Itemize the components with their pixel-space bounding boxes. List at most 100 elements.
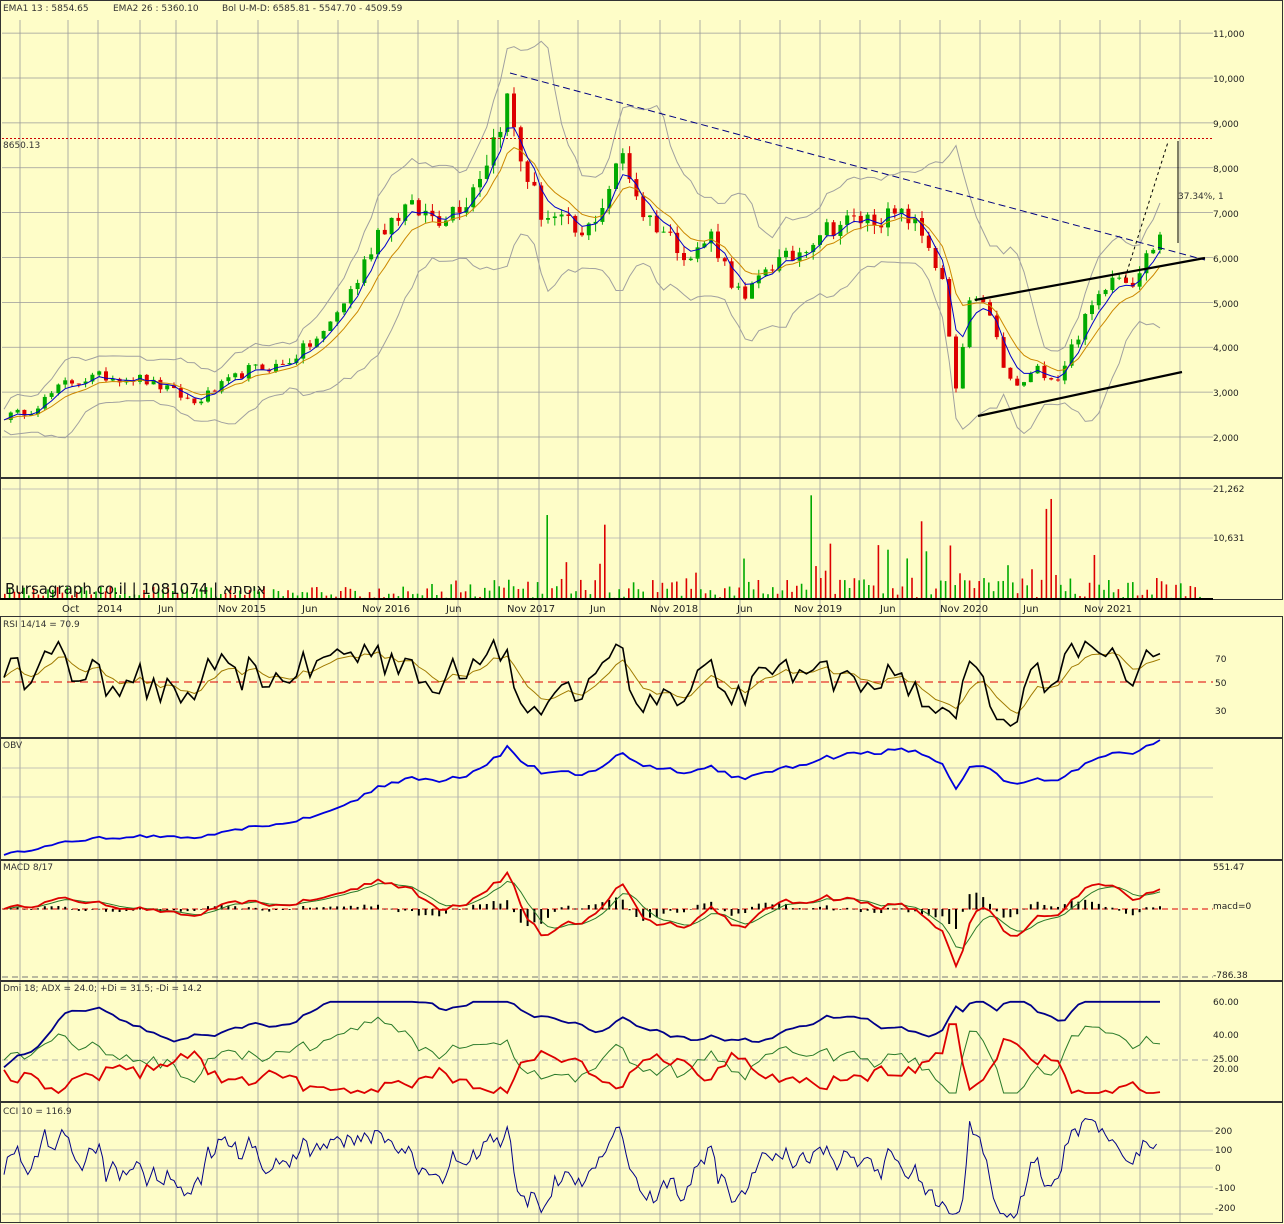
volume-bar bbox=[56, 587, 59, 598]
candle-body bbox=[994, 315, 999, 338]
candle-body bbox=[546, 218, 550, 220]
volume-bar bbox=[930, 594, 932, 598]
volume-bar bbox=[1127, 582, 1129, 598]
volume-bar bbox=[632, 582, 635, 598]
volume-bar bbox=[95, 591, 97, 598]
price-tick: 2,000 bbox=[1213, 434, 1239, 444]
macd-histogram-bar bbox=[98, 908, 101, 910]
macd-histogram-bar bbox=[941, 909, 944, 917]
macd-histogram-bar bbox=[676, 909, 679, 913]
macd-histogram-bar bbox=[295, 908, 298, 910]
volume-bar bbox=[584, 590, 587, 598]
candle-body bbox=[940, 268, 945, 280]
macd-histogram-bar bbox=[193, 909, 196, 912]
volume-bar bbox=[704, 593, 707, 598]
candle-body bbox=[260, 364, 265, 370]
macd-histogram-bar bbox=[608, 899, 611, 910]
volume-bar bbox=[517, 589, 520, 598]
volume-bar bbox=[810, 495, 812, 598]
volume-bar bbox=[968, 580, 971, 598]
volume-bar bbox=[176, 593, 179, 598]
volume-bar bbox=[479, 596, 481, 598]
candle-body bbox=[246, 365, 251, 379]
volume-bar bbox=[119, 595, 121, 598]
volume-bar bbox=[834, 593, 836, 598]
volume-bar bbox=[728, 586, 731, 598]
candle-body bbox=[178, 388, 183, 398]
volume-bar bbox=[455, 580, 457, 598]
macd-histogram-bar bbox=[594, 904, 597, 910]
volume-bar bbox=[1069, 578, 1072, 598]
candle-body bbox=[464, 207, 469, 213]
macd-histogram-bar bbox=[1131, 909, 1134, 916]
panel-border bbox=[0, 981, 1283, 1102]
price-tick: 10,000 bbox=[1213, 75, 1245, 85]
candle-body bbox=[852, 215, 856, 217]
macd-histogram-bar bbox=[234, 906, 237, 910]
trendline-downtrend bbox=[509, 72, 1206, 261]
volume-bar bbox=[1136, 595, 1139, 598]
macd-histogram-bar bbox=[186, 909, 189, 912]
candle-body bbox=[1076, 339, 1081, 345]
price-tick: 5,000 bbox=[1213, 300, 1239, 310]
macd-histogram-bar bbox=[9, 907, 12, 910]
panel-border bbox=[0, 0, 1283, 478]
macd-histogram-bar bbox=[567, 905, 570, 910]
rsi-title: RSI 14/14 = 70.9 bbox=[3, 620, 80, 630]
candle-body bbox=[620, 153, 625, 164]
price-tick: 7,000 bbox=[1213, 210, 1239, 220]
volume-bar bbox=[964, 580, 966, 598]
volume-bar bbox=[508, 579, 510, 598]
ema1-line bbox=[3, 127, 1161, 421]
volume-bar bbox=[599, 563, 601, 598]
volume-tick: 10,631 bbox=[1213, 534, 1245, 544]
volume-bar bbox=[1002, 580, 1004, 598]
volume-bar bbox=[872, 585, 875, 598]
volume-bar bbox=[133, 594, 136, 598]
dmi-minus-line bbox=[3, 1023, 1161, 1095]
volume-bar bbox=[560, 578, 563, 598]
macd-histogram-bar bbox=[281, 909, 284, 910]
candle-body bbox=[280, 363, 285, 365]
candle-body bbox=[240, 373, 244, 379]
price-series bbox=[2, 40, 1213, 439]
change-label: 37.34%, 1 bbox=[1178, 192, 1224, 202]
candle-body bbox=[933, 247, 938, 269]
macd-histogram-bar bbox=[907, 909, 910, 913]
macd-histogram-bar bbox=[880, 909, 883, 914]
candle-body bbox=[716, 231, 720, 259]
volume-bar bbox=[748, 581, 750, 598]
x-tick: Jun bbox=[589, 604, 606, 615]
macd-histogram-bar bbox=[825, 905, 828, 910]
macd-histogram-bar bbox=[247, 907, 250, 910]
macd-histogram-bar bbox=[744, 909, 747, 914]
volume-bar bbox=[1122, 597, 1124, 598]
volume-bar bbox=[32, 588, 35, 598]
macd-histogram-bar bbox=[336, 906, 339, 910]
volume-bar bbox=[239, 590, 241, 598]
candle-body bbox=[396, 217, 401, 221]
candle-body bbox=[42, 396, 47, 409]
macd-histogram-bar bbox=[757, 903, 760, 910]
volume-bar bbox=[359, 596, 361, 598]
x-tick: Jun bbox=[157, 604, 174, 615]
macd-tick: -786.38 bbox=[1213, 971, 1248, 981]
volume-bar bbox=[1093, 554, 1096, 598]
candle-body bbox=[702, 243, 707, 248]
volume-bar bbox=[848, 587, 851, 598]
volume-bar bbox=[877, 545, 880, 598]
volume-bar bbox=[402, 586, 404, 598]
candle-body bbox=[695, 247, 700, 259]
volume-bar bbox=[925, 551, 928, 598]
macd-histogram-bar bbox=[927, 909, 930, 916]
volume-bars bbox=[4, 495, 1201, 598]
candle-body bbox=[981, 298, 986, 303]
volume-bar bbox=[541, 593, 544, 598]
candle-body bbox=[593, 221, 598, 224]
macd-histogram-bar bbox=[241, 908, 243, 910]
candle-body bbox=[892, 208, 897, 214]
volume-bar bbox=[220, 593, 222, 598]
volume-bar bbox=[234, 594, 236, 598]
candle-body bbox=[566, 214, 571, 216]
rsi-line bbox=[3, 638, 1161, 728]
